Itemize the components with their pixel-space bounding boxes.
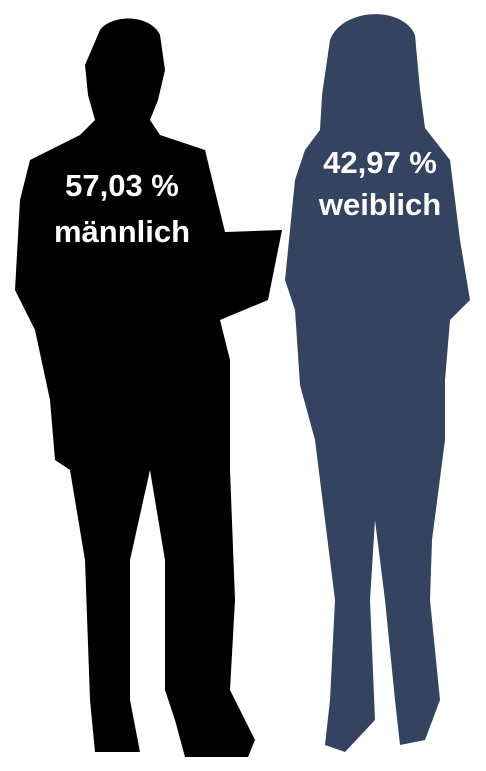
silhouette [15, 19, 282, 757]
category-label: weiblich [318, 187, 441, 222]
value-label: 42,97 % [323, 145, 437, 180]
silhouette [285, 14, 470, 752]
category-label: männlich [54, 214, 190, 249]
chart: 57,03 % männlich 42,97 % weiblich [0, 0, 486, 771]
page: 57,03 %männlich42,97 %weiblich (() => { … [0, 0, 486, 771]
value-label: 57,03 % [65, 168, 179, 203]
